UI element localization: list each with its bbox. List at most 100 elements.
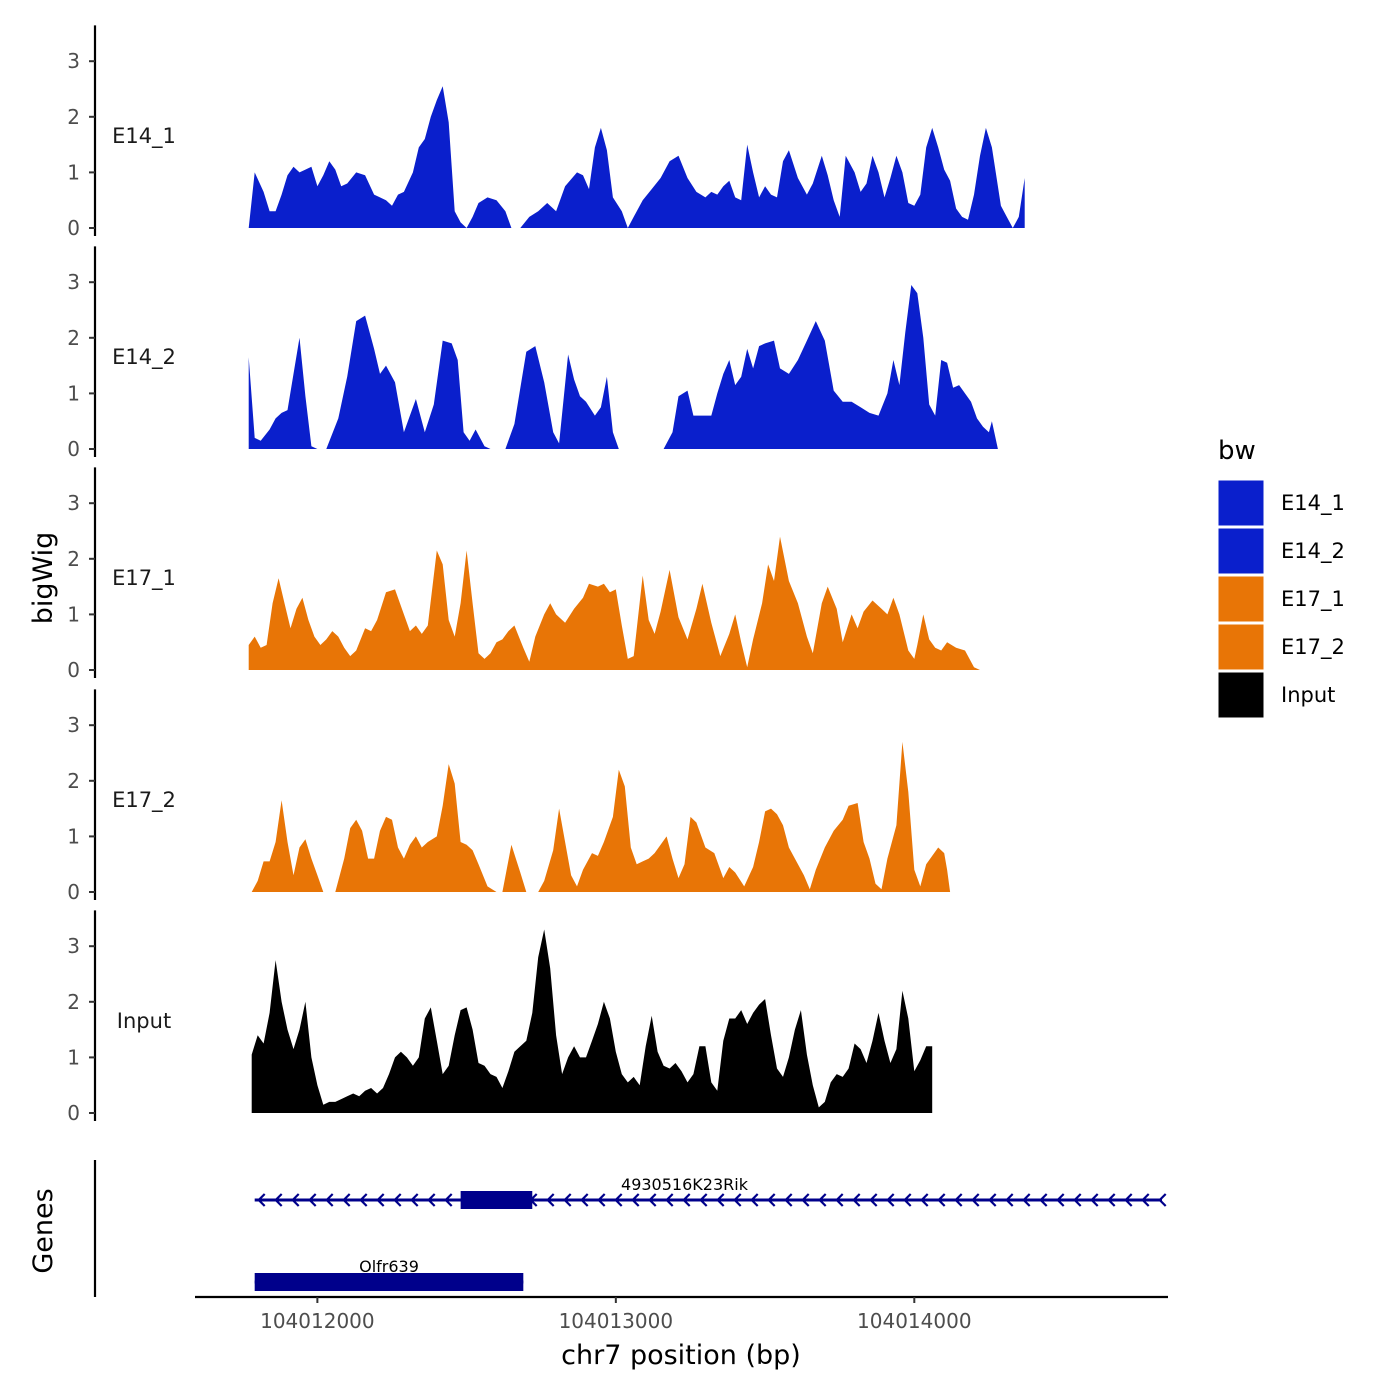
- strand-arrow: [988, 1193, 997, 1207]
- track-E17_2: 0 1 2 3 E17_2: [67, 689, 951, 904]
- track-label-E17_2: E17_2: [112, 788, 176, 813]
- strand-arrow: [325, 1193, 334, 1207]
- gene-4930516K23Rik: 4930516K23Rik: [254, 1175, 1167, 1209]
- legend-key-E17_2: [1217, 623, 1265, 671]
- track-Input: 0 1 2 3 Input: [67, 910, 933, 1125]
- strand-arrow: [1107, 1193, 1116, 1207]
- strand-arrow: [665, 1193, 674, 1207]
- track-E14_2: 0 1 2 3 E14_2: [67, 246, 1028, 461]
- strand-arrow: [682, 1193, 691, 1207]
- legend-label-E14_2: E14_2: [1281, 539, 1345, 564]
- strand-arrow: [1124, 1193, 1133, 1207]
- x-axis: 104012000 104013000 104014000: [195, 1295, 1168, 1333]
- strand-arrow: [954, 1193, 963, 1207]
- strand-arrow: [750, 1193, 759, 1207]
- strand-arrow: [376, 1193, 385, 1207]
- strand-arrow: [1073, 1193, 1082, 1207]
- legend-key-E14_1: [1217, 479, 1265, 527]
- y-tick-label: 1: [67, 381, 80, 405]
- y-tick-label: 2: [67, 105, 80, 129]
- y-tick-label: 0: [67, 880, 80, 904]
- y-tick-label: 2: [67, 990, 80, 1014]
- gene-label: Olfr639: [359, 1257, 419, 1276]
- coverage-tracks: 0 1 2 3 E14_1 0 1 2 3 E14_2 0 1 2 3 E17_1 0 1 2 3 E17_2 0 1 2 3…: [67, 25, 1028, 1125]
- strand-arrow: [393, 1193, 402, 1207]
- track-E14_1: 0 1 2 3 E14_1: [67, 25, 1025, 240]
- legend-label-Input: Input: [1281, 683, 1335, 707]
- strand-arrow: [580, 1193, 589, 1207]
- y-tick-label: 2: [67, 769, 80, 793]
- exon: [254, 1273, 524, 1291]
- strand-arrow: [1022, 1193, 1031, 1207]
- y-tick-label: 1: [67, 602, 80, 626]
- strand-arrow: [784, 1193, 793, 1207]
- y-tick-label: 1: [67, 160, 80, 184]
- strand-arrow: [1141, 1193, 1150, 1207]
- strand-arrow: [835, 1193, 844, 1207]
- y-tick-label: 0: [67, 437, 80, 461]
- track-label-E14_1: E14_1: [112, 124, 176, 149]
- strand-arrow: [971, 1193, 980, 1207]
- strand-arrow: [852, 1193, 861, 1207]
- legend-label-E17_1: E17_1: [1281, 587, 1345, 612]
- strand-arrow: [1005, 1193, 1014, 1207]
- x-tick-label: 104013000: [559, 1309, 674, 1333]
- track-label-Input: Input: [117, 1009, 171, 1033]
- strand-arrow: [818, 1193, 827, 1207]
- area-E14_2: [248, 285, 1028, 449]
- y-tick-label: 3: [67, 934, 80, 958]
- area-E17_1: [248, 536, 980, 670]
- legend-label-E14_1: E14_1: [1281, 491, 1345, 516]
- genes-panel: 4930516K23Rik Olfr639: [93, 1160, 1167, 1297]
- strand-arrow: [308, 1193, 317, 1207]
- strand-arrow: [410, 1193, 419, 1207]
- strand-arrow: [937, 1193, 946, 1207]
- area-E17_2: [251, 741, 951, 892]
- gene-Olfr639: Olfr639: [254, 1257, 524, 1291]
- y-tick-label: 0: [67, 1101, 80, 1125]
- area-E14_1: [248, 86, 1025, 228]
- strand-arrow: [274, 1193, 283, 1207]
- genes-axis-title: Genes: [28, 1188, 59, 1273]
- strand-arrow: [342, 1193, 351, 1207]
- y-tick-label: 3: [67, 49, 80, 73]
- strand-arrow: [801, 1193, 810, 1207]
- x-tick-label: 104012000: [260, 1309, 375, 1333]
- legend: bw E14_1 E14_2 E17_1 E17_2 Input: [1217, 436, 1345, 719]
- exon: [460, 1191, 533, 1209]
- y-tick-label: 2: [67, 326, 80, 350]
- strand-arrow: [631, 1193, 640, 1207]
- track-label-E14_2: E14_2: [112, 345, 176, 370]
- legend-key-E14_2: [1217, 527, 1265, 575]
- strand-arrow: [767, 1193, 776, 1207]
- strand-arrow: [699, 1193, 708, 1207]
- strand-arrow: [1158, 1193, 1167, 1207]
- legend-title: bw: [1218, 436, 1256, 466]
- legend-label-E17_2: E17_2: [1281, 635, 1345, 660]
- strand-arrow: [733, 1193, 742, 1207]
- y-tick-label: 1: [67, 824, 80, 848]
- strand-arrow: [920, 1193, 929, 1207]
- legend-key-Input: [1217, 671, 1265, 719]
- strand-arrow: [444, 1193, 453, 1207]
- strand-arrow: [546, 1193, 555, 1207]
- strand-arrow: [648, 1193, 657, 1207]
- y-tick-label: 3: [67, 713, 80, 737]
- strand-arrow: [597, 1193, 606, 1207]
- y-tick-label: 3: [67, 491, 80, 515]
- y-tick-label: 3: [67, 270, 80, 294]
- strand-arrow: [903, 1193, 912, 1207]
- strand-arrow: [1056, 1193, 1065, 1207]
- strand-arrow: [257, 1193, 266, 1207]
- track-label-E17_1: E17_1: [112, 566, 176, 591]
- strand-arrow: [427, 1193, 436, 1207]
- strand-arrow: [563, 1193, 572, 1207]
- strand-arrow: [614, 1193, 623, 1207]
- track-E17_1: 0 1 2 3 E17_1: [67, 467, 980, 682]
- strand-arrow: [1039, 1193, 1048, 1207]
- strand-arrow: [716, 1193, 725, 1207]
- x-tick-label: 104014000: [857, 1309, 972, 1333]
- y-tick-label: 2: [67, 547, 80, 571]
- x-axis-title: chr7 position (bp): [561, 1340, 801, 1371]
